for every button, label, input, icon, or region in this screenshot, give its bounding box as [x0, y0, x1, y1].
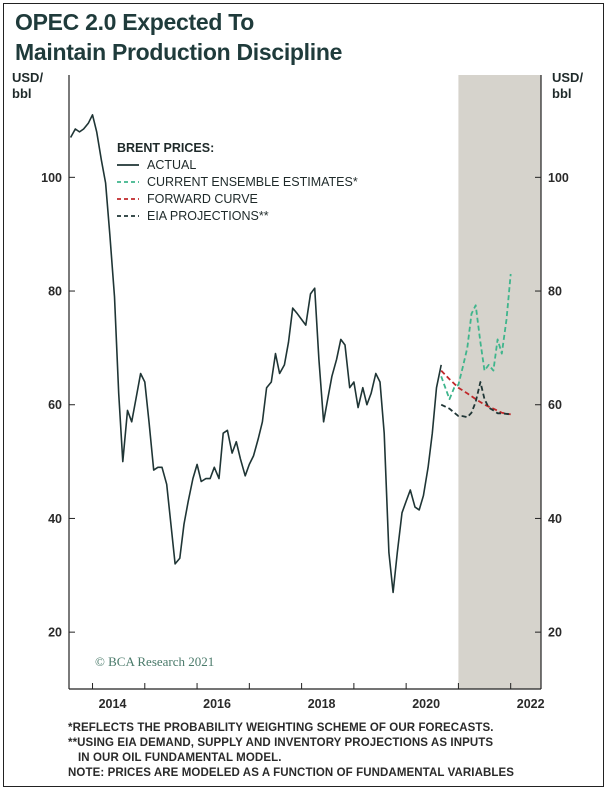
left-axis-unit-line-2: bbl [12, 86, 32, 101]
right-axis-unit: USD/ bbl [552, 70, 583, 102]
x-tick-label-2014: 2014 [99, 697, 127, 711]
y-tick-label-left-100: 100 [41, 171, 62, 185]
y-tick-label-left-20: 20 [48, 626, 62, 640]
y-tick-label-left-80: 80 [48, 285, 62, 299]
y-tick-label-left-40: 40 [48, 512, 62, 526]
series-line-1 [440, 273, 512, 400]
footnote-2-continued: IN OUR OIL FUNDAMENTAL MODEL. [78, 752, 282, 764]
x-tick-label-2018: 2018 [308, 697, 336, 711]
y-tick-label-right-100: 100 [548, 171, 569, 185]
y-tick-label-right-40: 40 [548, 512, 562, 526]
chart-title-line-2: Maintain Production Discipline [15, 39, 343, 65]
credit-text: © BCA Research 2021 [95, 654, 214, 669]
legend-label-0: ACTUAL [147, 158, 196, 172]
right-axis-unit-line-1: USD/ [552, 70, 584, 85]
y-tick-label-right-20: 20 [548, 626, 562, 640]
figure-frame [3, 3, 604, 787]
right-axis-unit-line-2: bbl [552, 86, 572, 101]
left-axis-unit: USD/ bbl [12, 70, 43, 102]
forecast-shade [458, 75, 541, 689]
y-tick-label-right-80: 80 [548, 285, 562, 299]
x-tick-label-2022: 2022 [517, 697, 545, 711]
chart-title-line-1: OPEC 2.0 Expected To [15, 9, 254, 35]
legend-label-2: FORWARD CURVE [147, 192, 258, 206]
series-line-0 [69, 114, 442, 594]
footnote-note: NOTE: PRICES ARE MODELED AS A FUNCTION O… [68, 767, 515, 779]
series-line-3 [440, 381, 511, 419]
legend-label-3: EIA PROJECTIONS** [147, 209, 269, 223]
y-tick-label-right-60: 60 [548, 398, 562, 412]
legend-label-1: CURRENT ENSEMBLE ESTIMATES* [147, 175, 358, 189]
legend-title: BRENT PRICES: [117, 141, 214, 155]
x-tick-label-2016: 2016 [203, 697, 231, 711]
footnotes: *REFLECTS THE PROBABILITY WEIGHTING SCHE… [68, 721, 514, 781]
footnote-1: *REFLECTS THE PROBABILITY WEIGHTING SCHE… [68, 722, 494, 734]
chart-title: OPEC 2.0 Expected To Maintain Production… [15, 7, 342, 67]
y-tick-label-left-60: 60 [48, 398, 62, 412]
x-tick-label-2020: 2020 [412, 697, 440, 711]
footnote-2: **USING EIA DEMAND, SUPPLY AND INVENTORY… [68, 737, 494, 749]
left-axis-unit-line-1: USD/ [12, 70, 44, 85]
